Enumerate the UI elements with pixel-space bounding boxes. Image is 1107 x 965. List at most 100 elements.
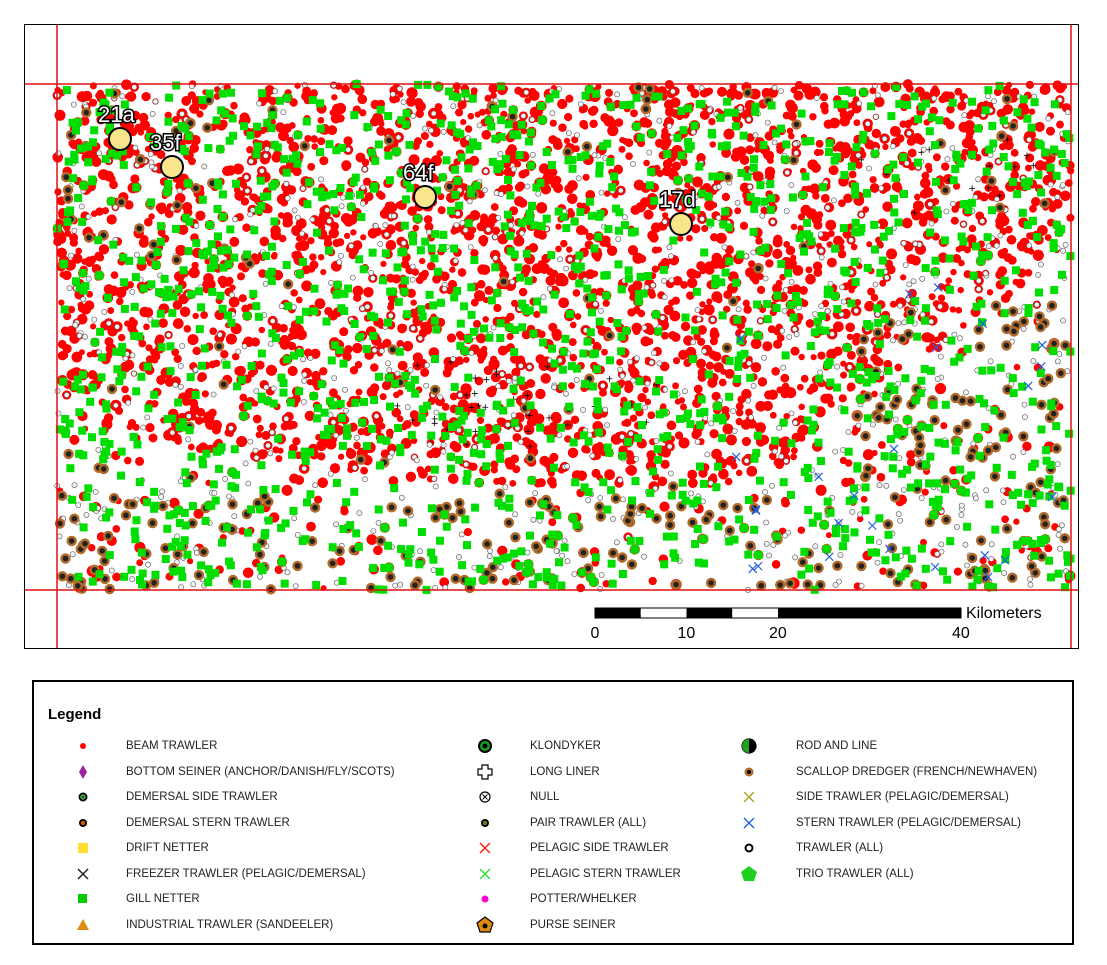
beam-trawler-point: [580, 202, 588, 209]
beam-trawler-point: [270, 229, 282, 241]
beam-trawler-point: [901, 217, 913, 229]
beam-trawler-point: [164, 111, 172, 119]
beam-trawler-point: [354, 361, 363, 369]
beam-trawler-point: [825, 532, 832, 539]
beam-trawler-point: [137, 129, 145, 136]
beam-trawler-point: [568, 382, 575, 390]
beam-trawler-point: [1008, 256, 1017, 265]
beam-trawler-point: [672, 357, 681, 365]
beam-trawler-point: [173, 318, 184, 329]
beam-trawler-point: [869, 176, 877, 184]
beam-trawler-point: [310, 135, 318, 143]
beam-trawler-point: [907, 288, 917, 298]
vessel-points-layer: [52, 79, 1076, 595]
beam-trawler-point: [406, 96, 417, 107]
beam-trawler-point: [118, 334, 126, 342]
beam-trawler-point: [906, 450, 916, 460]
beam-trawler-point: [58, 299, 65, 306]
beam-trawler-point: [230, 101, 238, 110]
beam-trawler-point: [183, 325, 192, 333]
beam-trawler-point: [476, 333, 487, 344]
beam-trawler-point: [798, 353, 805, 361]
beam-trawler-point: [946, 105, 955, 114]
beam-trawler-point: [1022, 441, 1032, 451]
beam-trawler-point: [130, 174, 140, 184]
beam-trawler-point: [238, 294, 247, 303]
beam-trawler-point: [825, 219, 837, 231]
beam-trawler-point: [950, 216, 959, 225]
beam-trawler-point: [506, 332, 514, 341]
beam-trawler-point: [329, 388, 338, 398]
beam-trawler-point: [68, 139, 76, 147]
beam-trawler-point: [953, 182, 961, 190]
beam-trawler-point: [420, 367, 430, 377]
beam-trawler-point: [58, 209, 65, 217]
beam-trawler-point: [376, 126, 386, 136]
beam-trawler-point: [209, 327, 217, 335]
beam-trawler-point: [124, 456, 132, 465]
beam-trawler-point: [572, 289, 581, 297]
beam-trawler-point: [696, 358, 706, 369]
beam-trawler-point: [920, 177, 931, 189]
beam-trawler-point: [88, 544, 96, 552]
beam-trawler-point: [224, 279, 232, 287]
beam-trawler-point: [788, 133, 795, 140]
beam-trawler-point: [288, 141, 300, 153]
beam-trawler-point: [1024, 269, 1033, 277]
beam-trawler-point: [363, 177, 372, 186]
beam-trawler-point: [104, 112, 115, 123]
beam-trawler-point: [192, 312, 199, 320]
beam-trawler-point: [426, 120, 433, 128]
beam-trawler-point: [780, 445, 790, 455]
beam-trawler-point: [275, 455, 283, 463]
beam-trawler-point: [780, 373, 790, 383]
beam-trawler-point: [847, 110, 855, 118]
beam-trawler-point: [549, 119, 557, 127]
beam-trawler-point: [601, 348, 608, 356]
beam-trawler-point: [604, 190, 611, 197]
beam-trawler-point: [869, 87, 877, 95]
beam-trawler-point: [809, 113, 817, 121]
beam-trawler-point: [637, 393, 647, 403]
beam-trawler-point: [457, 268, 467, 277]
beam-trawler-point: [144, 145, 152, 153]
beam-trawler-point: [366, 534, 378, 545]
beam-trawler-point: [173, 354, 182, 363]
beam-trawler-point: [393, 96, 400, 103]
beam-trawler-point: [306, 521, 316, 532]
beam-trawler-point: [856, 515, 864, 523]
beam-trawler-point: [823, 119, 833, 129]
beam-trawler-point: [1001, 247, 1008, 255]
beam-trawler-point: [851, 429, 859, 436]
beam-trawler-point: [86, 290, 93, 298]
beam-trawler-point: [686, 234, 693, 242]
beam-trawler-point: [464, 125, 473, 133]
beam-trawler-point: [750, 362, 762, 373]
beam-trawler-point: [492, 226, 501, 235]
beam-trawler-point: [643, 159, 650, 167]
beam-trawler-point: [258, 269, 267, 278]
beam-trawler-point: [317, 137, 326, 146]
beam-trawler-point: [820, 102, 829, 111]
beam-trawler-point: [278, 212, 285, 219]
beam-trawler-point: [879, 567, 887, 575]
beam-trawler-point: [418, 468, 428, 479]
beam-trawler-point: [410, 299, 417, 306]
beam-trawler-point: [735, 402, 744, 411]
beam-trawler-point: [255, 431, 263, 439]
beam-trawler-point: [552, 414, 562, 424]
beam-trawler-point: [867, 287, 876, 296]
beam-trawler-point: [304, 135, 312, 143]
beam-trawler-point: [419, 258, 426, 265]
beam-trawler-point: [604, 469, 615, 481]
beam-trawler-point: [790, 453, 797, 461]
beam-trawler-point: [564, 435, 572, 443]
beam-trawler-point: [571, 136, 579, 144]
beam-trawler-point: [817, 351, 826, 360]
beam-trawler-point: [711, 448, 722, 460]
beam-trawler-point: [715, 232, 727, 244]
beam-trawler-point: [361, 158, 370, 167]
beam-trawler-point: [479, 108, 486, 116]
beam-trawler-point: [625, 152, 633, 160]
beam-trawler-point: [383, 145, 391, 153]
